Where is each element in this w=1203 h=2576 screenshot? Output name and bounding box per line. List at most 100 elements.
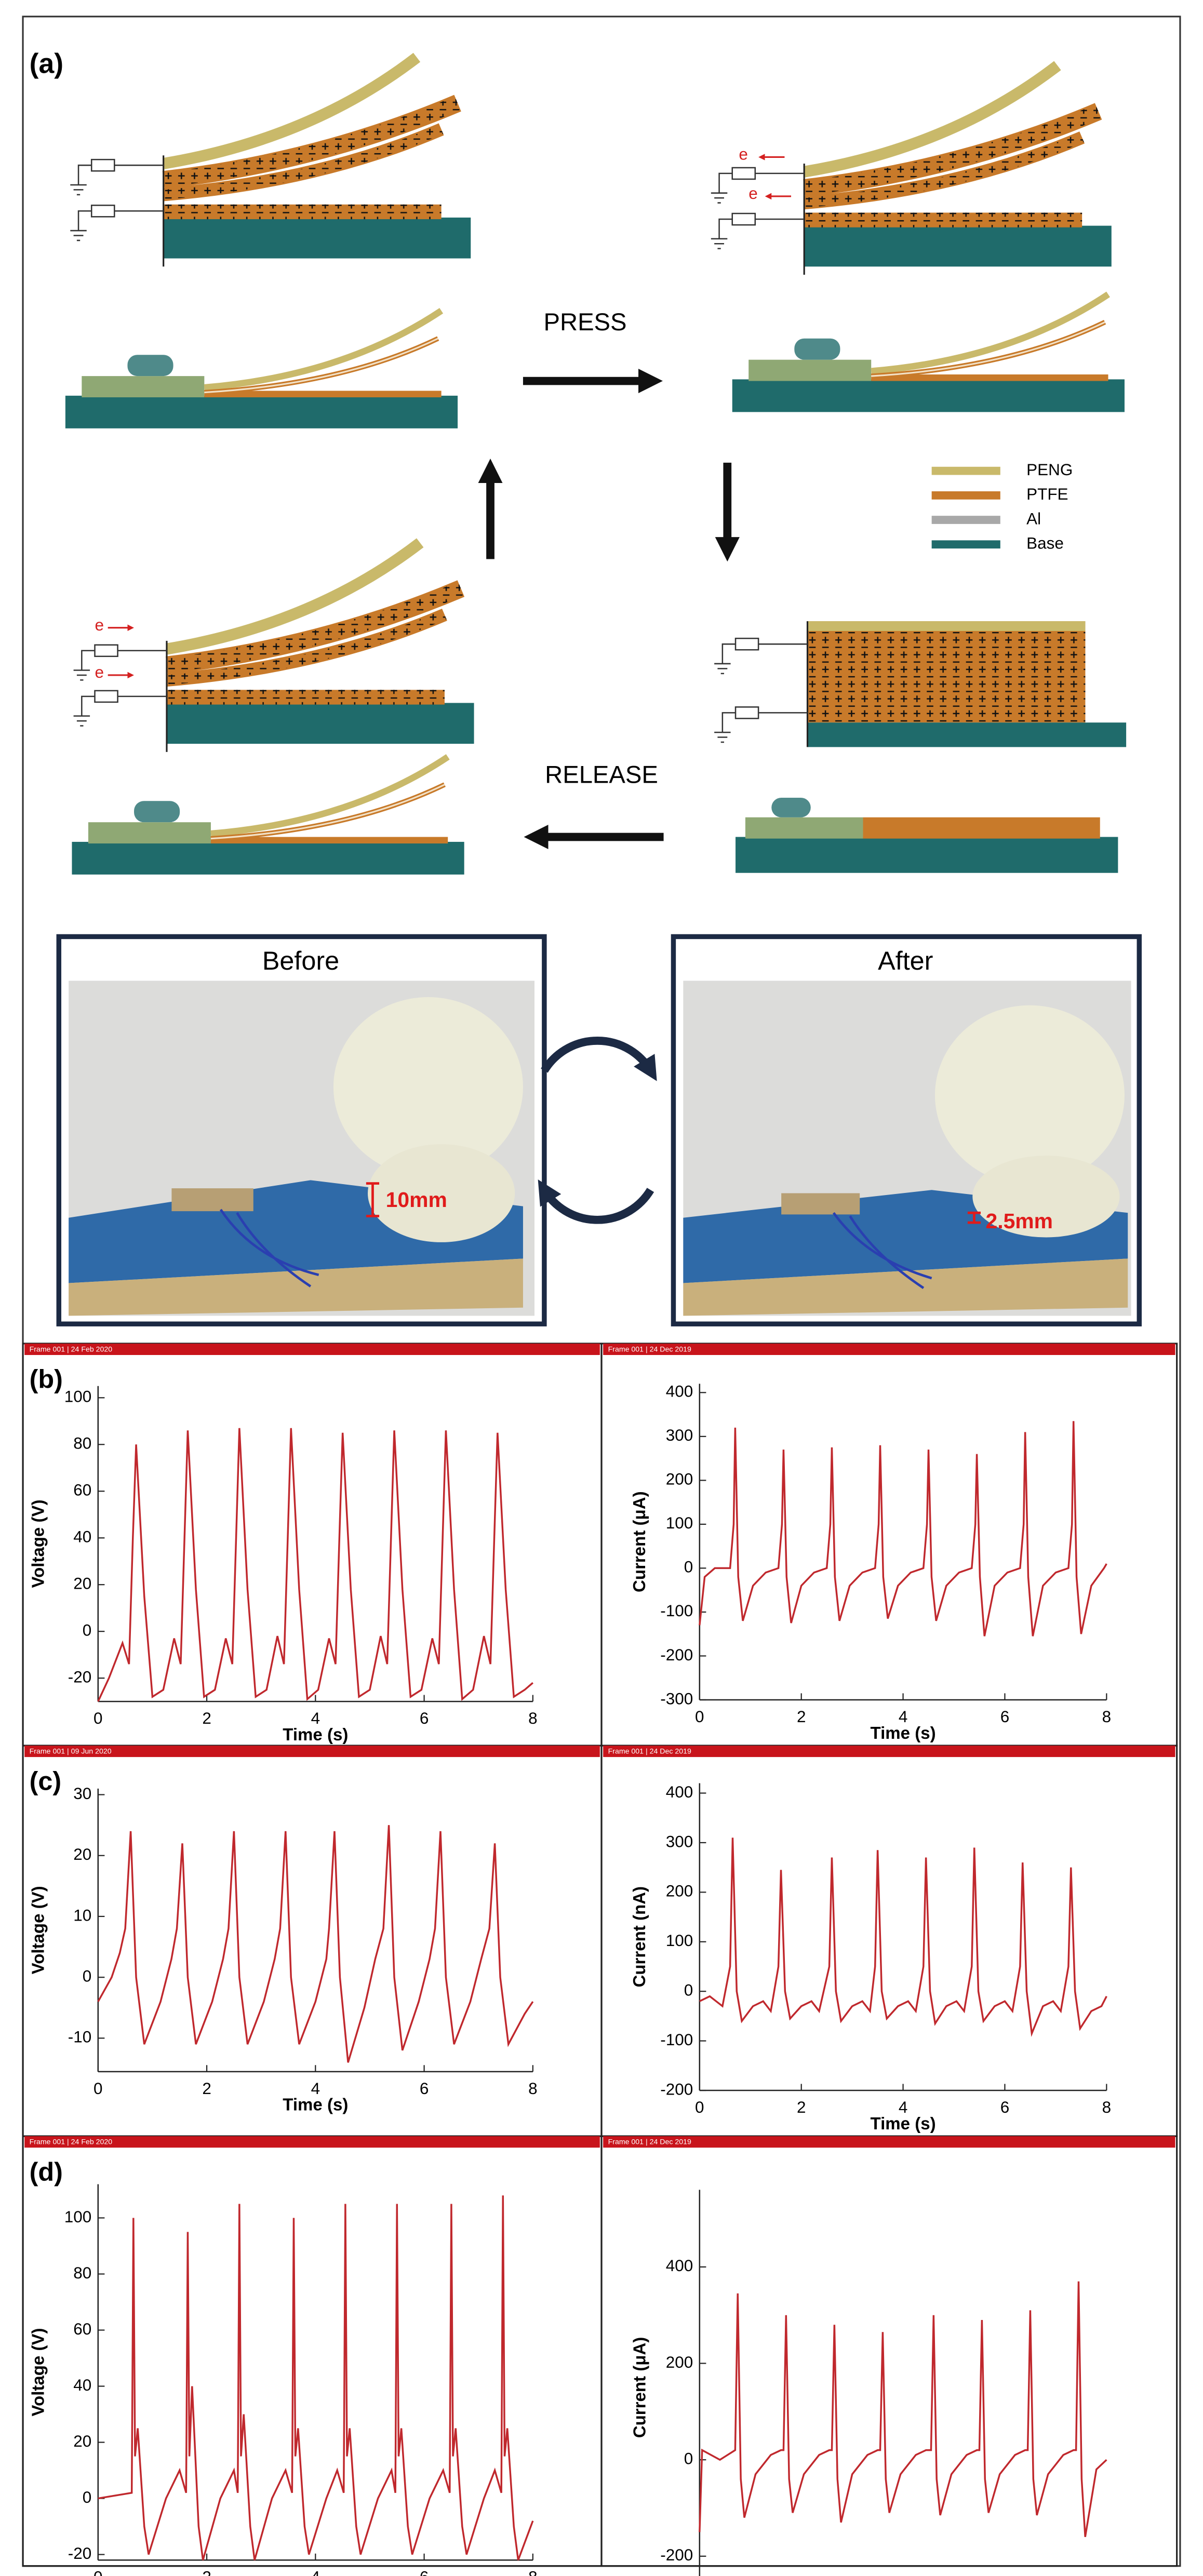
photo-before-part (368, 1144, 515, 1242)
electron: e (739, 145, 748, 164)
photo-after-part (972, 1156, 1120, 1238)
chart-frame (600, 1343, 1178, 1747)
photo-after (671, 934, 1142, 1326)
panel-label: (b) (30, 1364, 63, 1394)
photo-before-part (171, 1188, 253, 1212)
y-axis-label: Current (μA) (630, 2337, 649, 2438)
x-tick-label: 4 (311, 1709, 320, 1727)
before-title: Before (262, 946, 339, 975)
chart-frame (22, 2135, 603, 2567)
after-title: After (878, 946, 933, 975)
y-axis-label: Current (μA) (630, 1491, 649, 1592)
gap-label: 2.5mm (985, 1209, 1053, 1233)
x-tick-label: 0 (93, 2079, 103, 2098)
chart-frame (22, 1745, 603, 2137)
photo-after-part (934, 1005, 1125, 1185)
x-tick-label: 4 (311, 2568, 320, 2576)
side-view-pressing (732, 294, 1125, 412)
diagram-releasing (74, 543, 474, 752)
photo-before-part (333, 997, 523, 1177)
y-axis-label: Voltage (V) (29, 1499, 48, 1588)
chart: Frame 001 | 09 Jun 2020 (c) -10 0 10 20 30 0 2 4 6… (22, 1745, 603, 2137)
diagram-pressed (713, 621, 1127, 747)
y-tick-label: 400 (666, 1783, 693, 1801)
charts: Frame 001 | 24 Feb 2020(b)-2002040608010… (22, 1343, 1178, 2576)
x-tick-label: 2 (797, 2098, 806, 2116)
y-tick-label: -100 (660, 2031, 693, 2049)
x-tick-label: 0 (93, 2568, 103, 2576)
release-label: RELEASE (545, 761, 658, 789)
side-view-pressed-part (771, 797, 811, 817)
chart: Frame 001 | 24 Dec 2019 -200 -100 0 100 200 30… (600, 1745, 1178, 2137)
diagram-pressed-part (713, 706, 808, 743)
x-tick-label: 8 (528, 2079, 538, 2098)
cycle-arrows (538, 1037, 657, 1224)
chart: Frame 001 | 24 Feb 2020(b)-2002040608010… (22, 1343, 603, 1747)
header-text: Frame 001 | 24 Dec 2019 (608, 1747, 691, 1755)
y-tick-label: 0 (83, 2488, 92, 2506)
x-tick-label: 4 (311, 2079, 320, 2098)
header-bar (24, 1746, 600, 1757)
electron: e (95, 663, 104, 681)
y-tick-label: 60 (73, 2320, 91, 2338)
header-text: Frame 001 | 24 Dec 2019 (608, 2138, 691, 2146)
y-tick-label: -200 (660, 2546, 693, 2564)
y-tick-label: 20 (73, 1845, 91, 1863)
header-bar (603, 2136, 1175, 2148)
press-label: PRESS (544, 308, 627, 336)
y-tick-label: 10 (73, 1906, 91, 1924)
electron-arrows (108, 154, 792, 679)
header-text: Frame 001 | 24 Feb 2020 (30, 2138, 113, 2146)
header-bar (603, 1343, 1175, 1356)
panel-label: (d) (30, 2157, 63, 2186)
x-tick-label: 2 (202, 2079, 211, 2098)
y-tick-label: 80 (73, 1434, 91, 1453)
y-tick-label: 40 (73, 2376, 91, 2394)
diagram-pressing (711, 65, 1112, 275)
chart-frame (22, 1343, 603, 1747)
y-tick-label: 100 (64, 1388, 91, 1406)
y-tick-label: 100 (64, 2208, 91, 2226)
diagram-open (70, 58, 471, 267)
header-text: Frame 001 | 24 Feb 2020 (30, 1345, 113, 1353)
y-tick-label: 200 (666, 1470, 693, 1488)
electron: e (748, 184, 758, 203)
process-arrows (478, 368, 740, 850)
y-tick-label: 100 (666, 1931, 693, 1950)
photo-before-part (366, 1182, 380, 1217)
legend: PENG PTFE Al Base (931, 461, 1073, 553)
x-axis-label: Time (s) (871, 2114, 936, 2134)
x-axis-label: Time (s) (283, 2096, 348, 2115)
diagram-pressed-part (807, 631, 1086, 723)
photo-after-part (832, 1212, 932, 1289)
x-tick-label: 6 (420, 1709, 429, 1727)
data-line (699, 2281, 1107, 2538)
cycle-arrows-part (541, 1037, 657, 1081)
x-tick-label: 6 (1000, 2098, 1010, 2116)
legend-label: PTFE (1026, 485, 1068, 503)
y-tick-label: 20 (73, 2432, 91, 2450)
cycle-arrows-part (538, 1179, 654, 1224)
side-view-pressed-part (745, 817, 863, 839)
side-view-pressed-part (863, 817, 1100, 839)
y-tick-label: 0 (83, 1967, 92, 1985)
diagram-pressed-part (807, 722, 1127, 747)
x-tick-label: 8 (528, 1709, 538, 1727)
x-tick-label: 0 (695, 2098, 704, 2116)
photo-before-part (69, 1258, 523, 1316)
y-tick-label: 20 (73, 1575, 91, 1593)
side-view-pressed (736, 797, 1118, 873)
x-tick-label: 4 (899, 1708, 908, 1726)
y-tick-label: 0 (684, 2450, 693, 2468)
side-view-releasing (72, 757, 464, 875)
y-tick-label: 30 (73, 1785, 91, 1803)
y-tick-label: 300 (666, 1832, 693, 1850)
y-axis-label: Current (nA) (630, 1886, 649, 1988)
data-line (98, 2195, 534, 2561)
y-tick-label: 60 (73, 1481, 91, 1499)
x-axis-label: Time (s) (283, 1725, 348, 1745)
photo-after-part (781, 1193, 860, 1215)
y-tick-label: -200 (660, 1646, 693, 1664)
